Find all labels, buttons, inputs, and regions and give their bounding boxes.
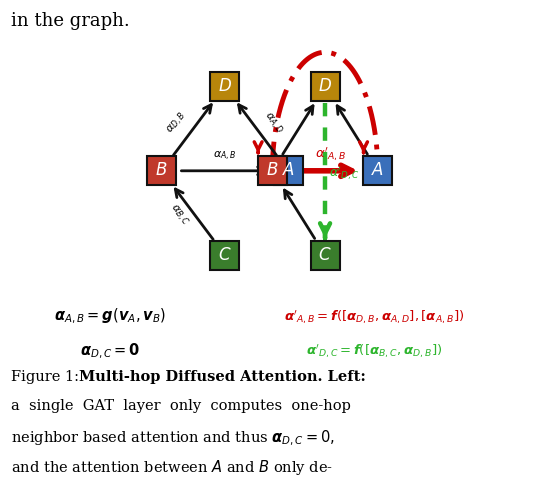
Text: $\mathit{A}$: $\mathit{A}$ <box>282 163 295 179</box>
Text: $\mathit{B}$: $\mathit{B}$ <box>156 163 168 179</box>
Text: $\boldsymbol{\alpha}'_{D,C} = \boldsymbol{f}([\boldsymbol{\alpha}_{B,C},\boldsym: $\boldsymbol{\alpha}'_{D,C} = \boldsymbo… <box>306 342 442 360</box>
Text: pends on their node representations (see $\boldsymbol{\alpha}_{A,B}$);: pends on their node representations (see… <box>11 487 362 488</box>
FancyBboxPatch shape <box>364 156 392 185</box>
Text: $\mathit{D}$: $\mathit{D}$ <box>318 78 332 95</box>
Text: $\alpha'_{D,C}$: $\alpha'_{D,C}$ <box>329 164 360 183</box>
Text: Figure 1:: Figure 1: <box>11 370 84 384</box>
Text: $\mathit{D}$: $\mathit{D}$ <box>218 78 232 95</box>
Text: $\alpha'_{A,B}$: $\alpha'_{A,B}$ <box>315 145 346 163</box>
Text: $\boldsymbol{\alpha}'_{A,B} = \boldsymbol{f}([\boldsymbol{\alpha}_{D,B},\boldsym: $\boldsymbol{\alpha}'_{A,B} = \boldsymbo… <box>284 308 464 326</box>
Text: neighbor based attention and thus $\boldsymbol{\alpha}_{D,C} = 0,$: neighbor based attention and thus $\bold… <box>11 428 335 447</box>
FancyBboxPatch shape <box>311 72 339 101</box>
Text: $\mathit{A}$: $\mathit{A}$ <box>371 163 384 179</box>
Text: $\alpha_{B,C}$: $\alpha_{B,C}$ <box>166 202 191 229</box>
FancyBboxPatch shape <box>147 156 176 185</box>
Text: and the attention between $A$ and $B$ only de-: and the attention between $A$ and $B$ on… <box>11 458 333 477</box>
FancyBboxPatch shape <box>274 156 302 185</box>
Text: a  single  GAT  layer  only  computes  one-hop: a single GAT layer only computes one-hop <box>11 399 351 413</box>
Text: Multi-hop Diffused Attention. Left:: Multi-hop Diffused Attention. Left: <box>79 370 366 384</box>
Text: $\boldsymbol{\alpha}_{D,C} = \boldsymbol{0}$: $\boldsymbol{\alpha}_{D,C} = \boldsymbol… <box>80 341 140 361</box>
Text: $\alpha_{A,D}$: $\alpha_{A,D}$ <box>260 110 285 137</box>
Text: $\mathit{C}$: $\mathit{C}$ <box>318 246 332 264</box>
FancyBboxPatch shape <box>311 241 339 269</box>
Text: $\mathit{B}$: $\mathit{B}$ <box>266 163 278 179</box>
Text: $\alpha_{D,B}$: $\alpha_{D,B}$ <box>165 110 190 137</box>
FancyBboxPatch shape <box>211 72 239 101</box>
Text: $\mathit{C}$: $\mathit{C}$ <box>218 246 232 264</box>
Text: in the graph.: in the graph. <box>11 12 130 30</box>
Text: $\boldsymbol{\alpha}_{A,B} = \boldsymbol{g}(\boldsymbol{v}_A,\boldsymbol{v}_B)$: $\boldsymbol{\alpha}_{A,B} = \boldsymbol… <box>54 307 166 326</box>
FancyBboxPatch shape <box>211 241 239 269</box>
Text: $\alpha_{A,B}$: $\alpha_{A,B}$ <box>213 150 236 163</box>
FancyBboxPatch shape <box>258 156 287 185</box>
